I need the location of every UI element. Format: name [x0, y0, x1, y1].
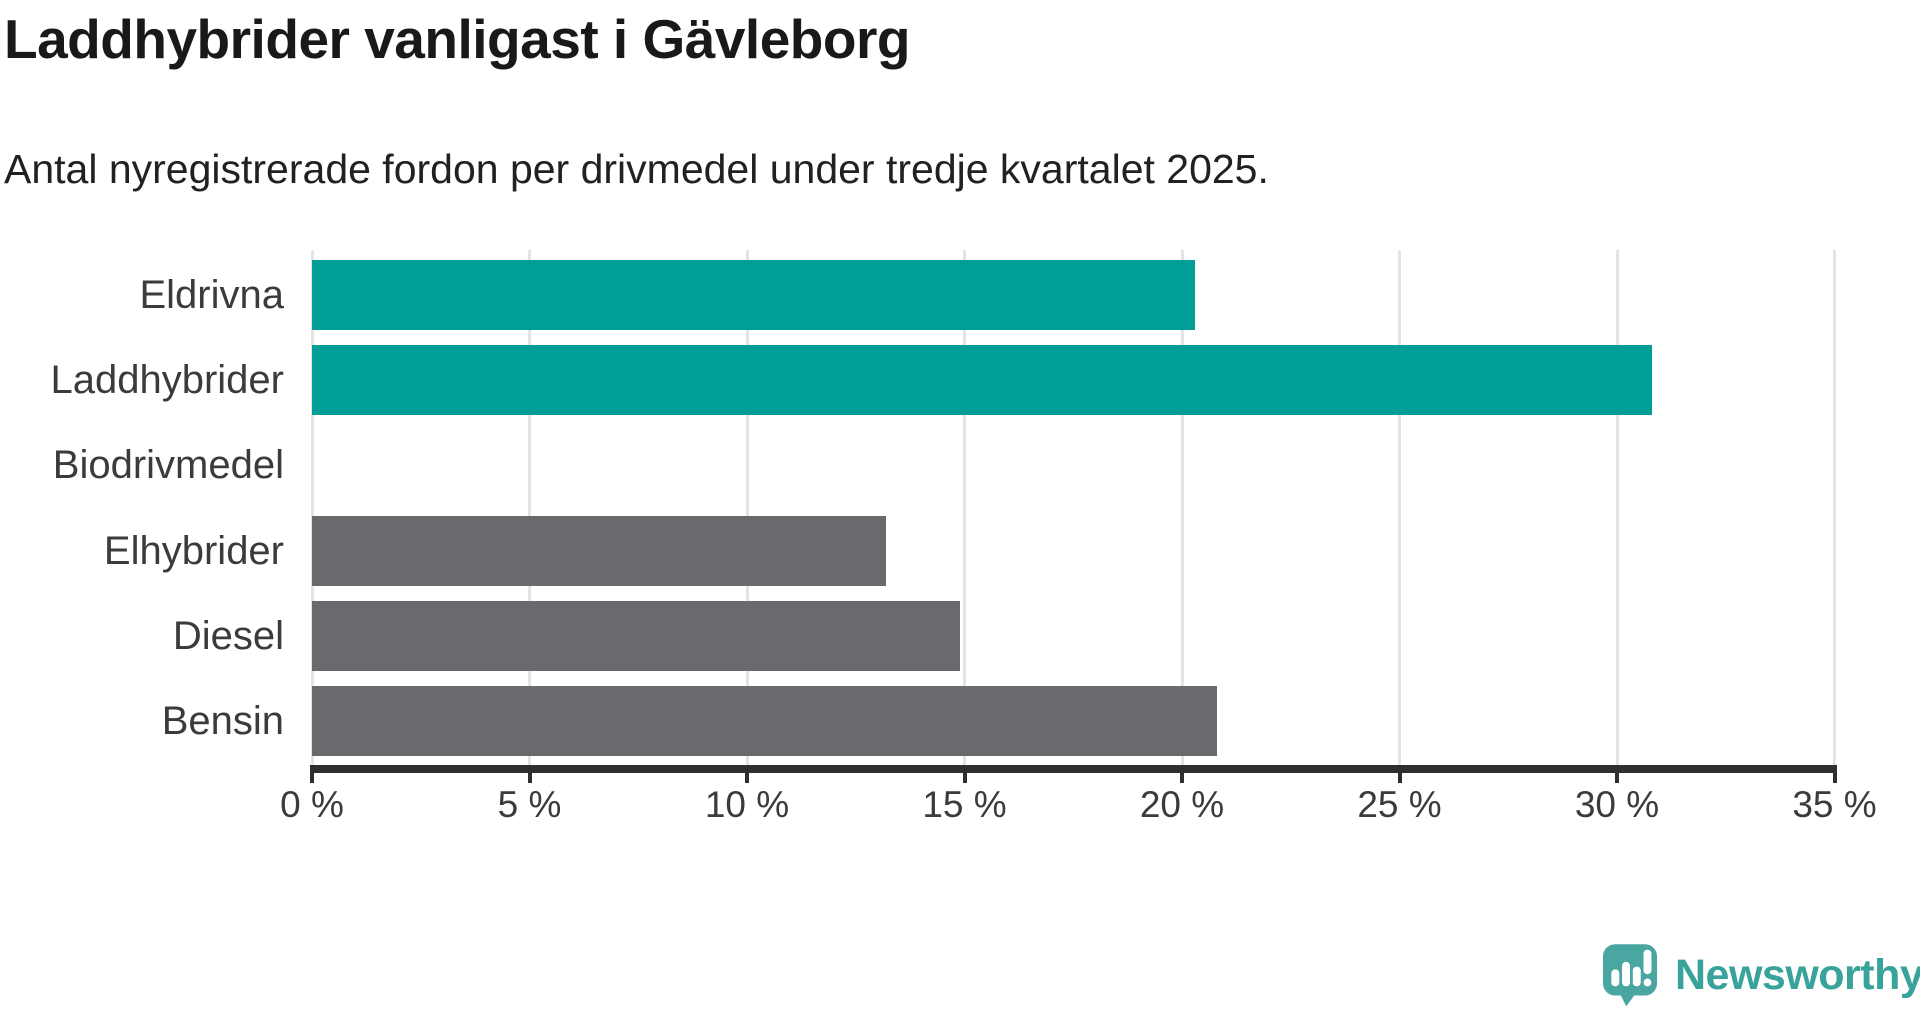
gridline-10%: [745, 250, 749, 765]
gridline-5%: [528, 250, 531, 765]
chart-title: Laddhybrider vanligast i Gävleborg: [4, 8, 911, 70]
bar-eldrivna: [312, 260, 1195, 330]
x-axis-line: [310, 765, 1837, 773]
gridline-0%: [310, 250, 314, 765]
category-label-biodrivmedel: Biodrivmedel: [52, 443, 284, 488]
x-axis-tick-25: [1397, 765, 1402, 783]
gridline-35%: [1833, 250, 1836, 765]
gridline-25%: [1398, 250, 1401, 765]
x-axis-tick-35: [1832, 765, 1837, 783]
newsworthy-logo: Newsworthy: [1602, 942, 1920, 1008]
bar-diesel: [312, 600, 960, 671]
x-axis-tick-10: [745, 765, 749, 783]
chart-subtitle: Antal nyregistrerade fordon per drivmede…: [4, 146, 1269, 192]
gridline-30%: [1615, 250, 1619, 765]
x-axis-tick-label-5: 5 %: [497, 784, 562, 825]
x-axis-tick-label-35: 35 %: [1792, 784, 1877, 825]
bar-elhybrider: [312, 515, 886, 586]
x-axis-tick-20: [1180, 765, 1184, 783]
newsworthy-speech-bubble-chart-icon: [1602, 944, 1658, 1007]
x-axis-tick-15: [962, 765, 967, 783]
x-axis-tick-5: [527, 765, 532, 783]
x-axis-tick-30: [1615, 765, 1619, 783]
x-axis-tick-label-30: 30 %: [1574, 784, 1660, 825]
x-axis-tick-0: [310, 765, 314, 783]
category-label-laddhybrider: Laddhybrider: [50, 358, 285, 403]
category-label-diesel: Diesel: [172, 613, 284, 658]
x-axis-tick-label-15: 15 %: [922, 784, 1007, 825]
gridline-15%: [963, 250, 966, 765]
gridline-20%: [1180, 250, 1184, 765]
x-axis-tick-label-10: 10 %: [704, 784, 790, 825]
x-axis-tick-label-25: 25 %: [1357, 784, 1442, 825]
category-label-elhybrider: Elhybrider: [103, 528, 284, 573]
newsworthy-logo-text: Newsworthy: [1675, 950, 1920, 999]
bar-bensin: [312, 686, 1217, 756]
category-label-bensin: Bensin: [161, 699, 284, 743]
x-axis-tick-label-20: 20 %: [1139, 784, 1225, 825]
bar-laddhybrider: [312, 345, 1652, 416]
category-label-eldrivna: Eldrivna: [139, 273, 284, 317]
x-axis-tick-label-0: 0 %: [280, 784, 344, 825]
